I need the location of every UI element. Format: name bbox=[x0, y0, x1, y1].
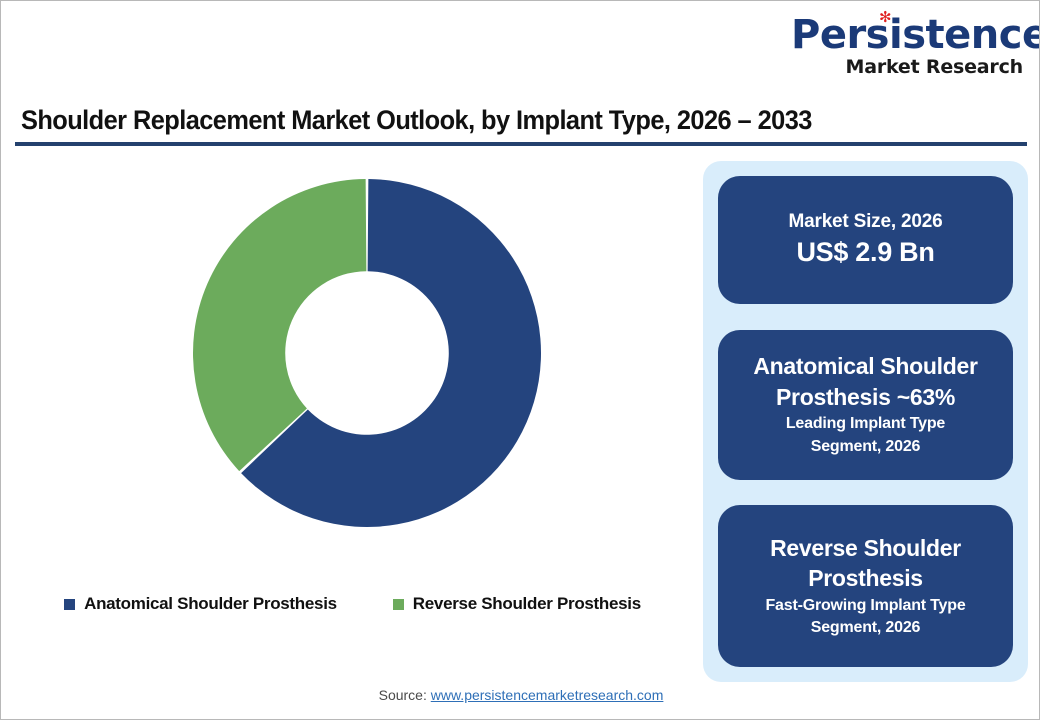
logo-asterisk-icon: ✻ bbox=[879, 8, 892, 26]
logo-name-text: Persistence bbox=[791, 12, 1040, 58]
company-logo: Persistence ✻ Market Research bbox=[791, 10, 1039, 78]
chart-legend: Anatomical Shoulder Prosthesis Reverse S… bbox=[15, 594, 690, 614]
page-title: Shoulder Replacement Market Outlook, by … bbox=[21, 105, 812, 135]
title-underline-rule bbox=[15, 142, 1027, 146]
card-leading-segment-line2: Prosthesis ~63% bbox=[776, 383, 955, 410]
card-fastest-growing-segment: Reverse Shoulder Prosthesis Fast-Growing… bbox=[718, 505, 1013, 667]
donut-chart-area: Anatomical Shoulder Prosthesis Reverse S… bbox=[15, 156, 690, 656]
donut-chart bbox=[193, 179, 541, 527]
card-fastest-growing-line3: Fast-Growing Implant Type bbox=[765, 596, 966, 614]
card-leading-segment-line4: Segment, 2026 bbox=[810, 437, 921, 455]
card-fastest-growing-line2: Prosthesis bbox=[808, 565, 923, 592]
highlights-panel: Market Size, 2026 US$ 2.9 Bn Anatomical … bbox=[703, 161, 1028, 682]
card-fastest-growing-line4: Segment, 2026 bbox=[810, 619, 921, 637]
legend-item-reverse: Reverse Shoulder Prosthesis bbox=[392, 594, 641, 614]
card-fastest-growing-line1: Reverse Shoulder bbox=[770, 534, 961, 561]
source-footer: Source: www.persistencemarketresearch.co… bbox=[1, 687, 1039, 703]
card-leading-segment: Anatomical Shoulder Prosthesis ~63% Lead… bbox=[718, 329, 1013, 480]
donut-slice bbox=[241, 179, 541, 527]
logo-wordmark: Persistence ✻ bbox=[791, 8, 1040, 58]
legend-item-label: Reverse Shoulder Prosthesis bbox=[412, 594, 641, 613]
donut-chart-svg bbox=[193, 179, 541, 527]
source-link[interactable]: www.persistencemarketresearch.com bbox=[430, 687, 664, 703]
legend-swatch-icon bbox=[64, 598, 76, 610]
logo-tagline: Market Research bbox=[845, 56, 1023, 78]
card-market-size-value: US$ 2.9 Bn bbox=[796, 237, 935, 268]
card-market-size: Market Size, 2026 US$ 2.9 Bn bbox=[718, 176, 1013, 304]
card-leading-segment-line3: Leading Implant Type bbox=[785, 415, 946, 433]
legend-swatch-icon bbox=[392, 598, 404, 610]
legend-item-label: Anatomical Shoulder Prosthesis bbox=[84, 594, 337, 613]
card-leading-segment-line1: Anatomical Shoulder bbox=[753, 353, 978, 380]
donut-slice bbox=[193, 179, 367, 472]
card-market-size-label: Market Size, 2026 bbox=[788, 210, 943, 232]
source-label: Source: bbox=[378, 687, 431, 703]
legend-item-anatomical: Anatomical Shoulder Prosthesis bbox=[64, 594, 337, 614]
